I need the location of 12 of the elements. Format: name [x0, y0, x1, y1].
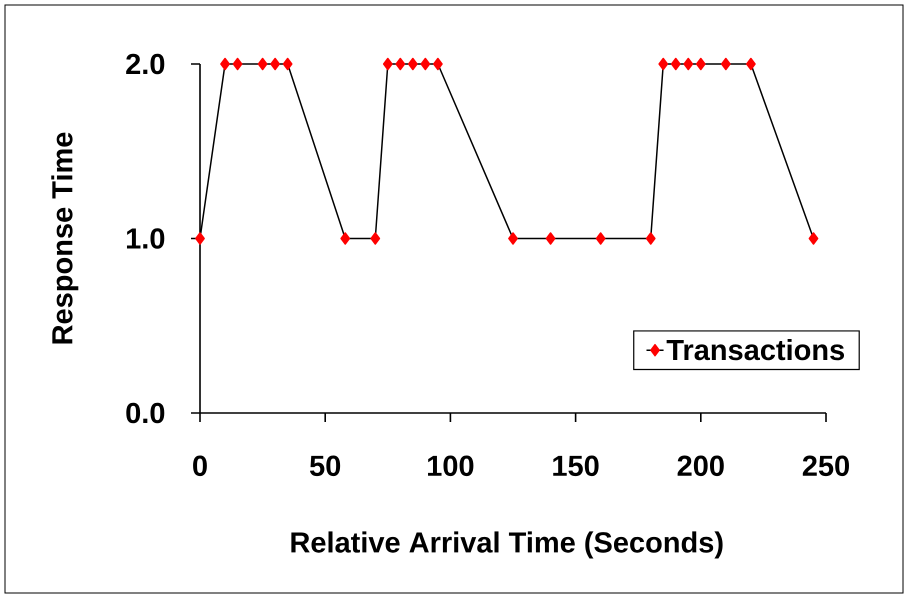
y-tick-label: 1.0: [126, 228, 164, 249]
x-tick-label: 0: [193, 456, 207, 476]
y-tick-label: 2.0: [126, 54, 164, 74]
x-tick-label: 150: [553, 456, 599, 476]
legend-label: Transactions: [666, 338, 844, 360]
x-tick-label: 50: [310, 456, 340, 476]
y-tick-label: 0.0: [126, 402, 164, 424]
x-axis-title: Relative Arrival Time (Seconds): [291, 531, 723, 558]
x-tick-label: 250: [802, 456, 849, 476]
x-tick-label: 200: [678, 456, 724, 476]
y-axis-title: Response Time: [51, 132, 78, 344]
x-tick-label: 100: [428, 456, 474, 476]
